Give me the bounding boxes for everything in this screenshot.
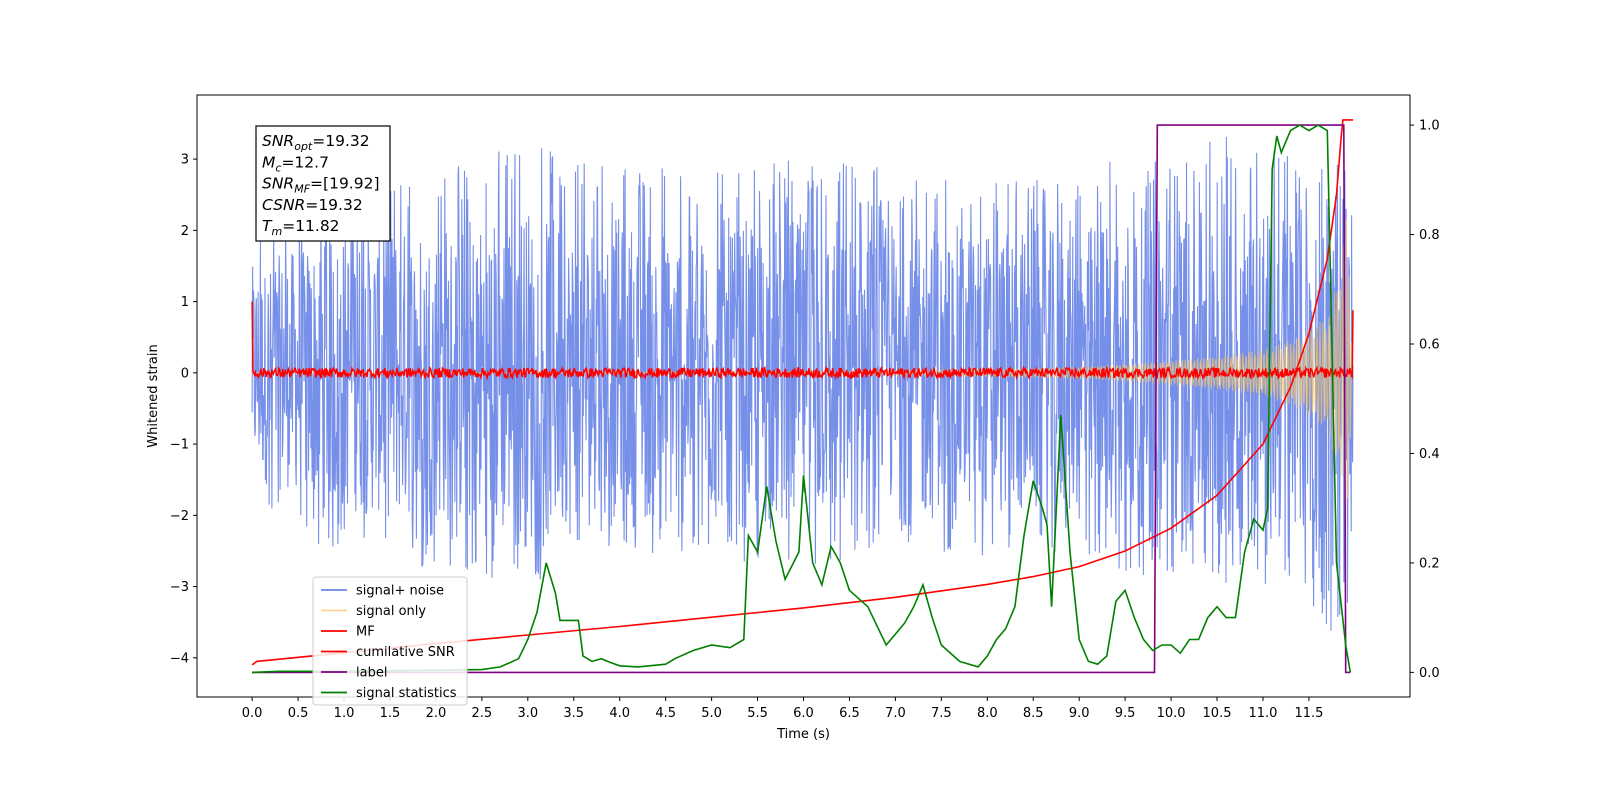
signal-statistics-series-line	[252, 124, 1352, 674]
y2-tick-label: 0.2	[1419, 556, 1440, 571]
x-tick-label: 2.0	[426, 706, 447, 721]
y-tick-label: −2	[170, 509, 189, 524]
y2-tick-label: 1.0	[1419, 119, 1440, 134]
parameter-annotation-box: SNRopt=19.32Mc=12.7SNRMF=[19.92]CSNR=19.…	[255, 125, 391, 242]
plot-area	[251, 119, 1354, 674]
x-tick-label: 8.5	[1023, 706, 1044, 721]
x-tick-label: 7.0	[885, 706, 906, 721]
signal-noise-series-line	[251, 136, 1354, 631]
annotation-line: CSNR=19.32	[262, 196, 363, 214]
annotation-line: Mc=12.7	[262, 153, 329, 174]
x-tick-label: 10.0	[1157, 706, 1186, 721]
axes: 0.0 0.5 1.0 1.5 2.0 2.5 3.0 3.5 4.0 4.5 5.0 5.5 6.0 6…	[170, 94, 1440, 721]
legend-label: label	[356, 666, 387, 681]
x-tick-label: 9.5	[1115, 706, 1136, 721]
y-tick-label: 3	[181, 153, 189, 168]
legend-label: cumilative SNR	[356, 645, 455, 660]
x-tick-label: 0.5	[288, 706, 309, 721]
x-tick-label: 6.5	[839, 706, 860, 721]
y2-tick-label: 0.4	[1419, 447, 1440, 462]
x-tick-label: 9.0	[1069, 706, 1090, 721]
x-tick-label: 2.5	[472, 706, 493, 721]
x-tick-label: 4.5	[655, 706, 676, 721]
y-tick-label: 0	[181, 366, 189, 381]
x-tick-label: 11.0	[1248, 706, 1277, 721]
y-tick-label: 1	[181, 295, 189, 310]
annotation-frame	[255, 125, 391, 242]
y2-tick-label: 0.6	[1419, 338, 1440, 353]
x-axis-label: Time (s)	[776, 727, 830, 742]
y-tick-label: −3	[170, 580, 189, 595]
y2-tick-label: 0.8	[1419, 228, 1440, 243]
x-tick-label: 4.0	[609, 706, 630, 721]
x-tick-label: 3.0	[517, 706, 538, 721]
x-tick-label: 5.5	[747, 706, 768, 721]
x-tick-label: 0.0	[242, 706, 263, 721]
x-tick-label: 1.0	[334, 706, 355, 721]
y-tick-label: 2	[181, 224, 189, 239]
x-tick-label: 8.0	[977, 706, 998, 721]
y-axis-label: Whitened strain	[146, 344, 161, 447]
x-tick-label: 6.0	[793, 706, 814, 721]
annotation-line: SNRMF=[19.92]	[262, 175, 380, 196]
legend-frame	[312, 576, 468, 706]
x-tick-label: 7.5	[931, 706, 952, 721]
label-series-line	[252, 124, 1351, 674]
x-tick-label: 5.0	[701, 706, 722, 721]
annotation-line: Tm=11.82	[262, 217, 340, 238]
legend-label: MF	[356, 625, 375, 640]
mf-series-line	[251, 301, 1354, 381]
x-tick-label: 10.5	[1203, 706, 1232, 721]
y-tick-label: −4	[170, 651, 189, 666]
legend-label: signal+ noise	[356, 584, 444, 599]
x-tick-label: 1.5	[380, 706, 401, 721]
legend-label: signal only	[356, 604, 426, 619]
legend: signal+ noise signal only MF cumilative SNR…	[312, 576, 468, 706]
y2-tick-label: 0.0	[1419, 666, 1440, 681]
legend-label: signal statistics	[356, 686, 457, 701]
x-tick-label: 11.5	[1294, 706, 1323, 721]
x-tick-label: 3.5	[563, 706, 584, 721]
y-tick-label: −1	[170, 438, 189, 453]
annotation-line: SNRopt=19.32	[262, 132, 370, 153]
